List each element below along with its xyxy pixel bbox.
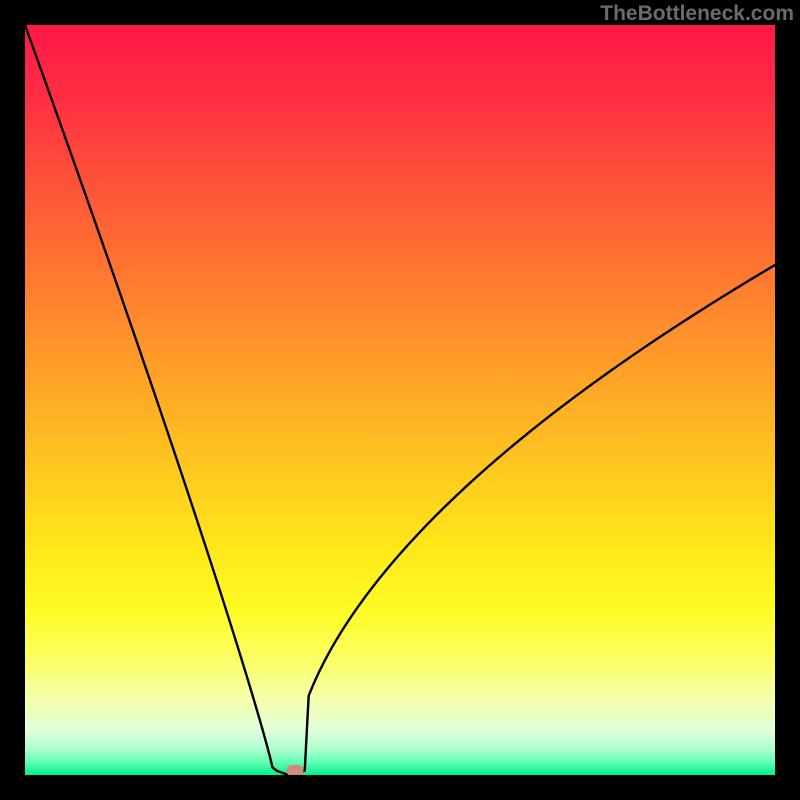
plot-area [25,25,775,775]
vertex-marker [287,765,304,775]
watermark-text: TheBottleneck.com [600,2,794,26]
gradient-background [25,25,775,775]
chart-frame: TheBottleneck.com [0,0,800,800]
plot-svg [25,25,775,775]
